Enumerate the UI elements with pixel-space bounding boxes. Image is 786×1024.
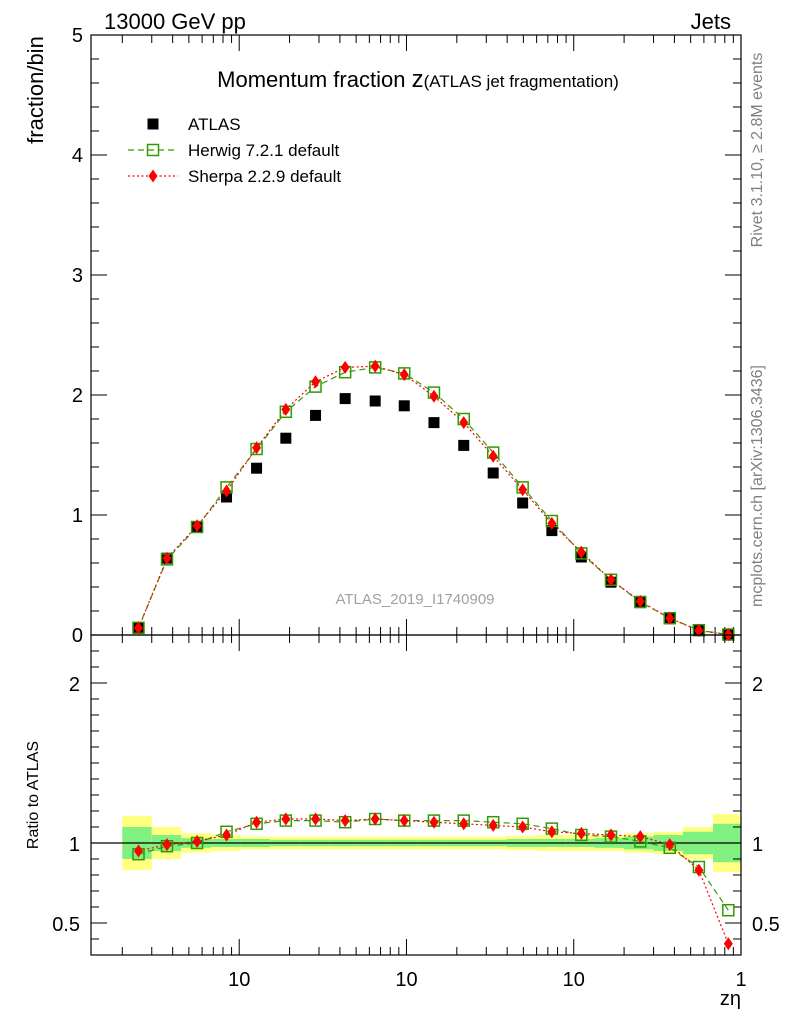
legend-marker	[148, 169, 158, 183]
x-tick-label: 10	[563, 969, 585, 991]
ratio-panel: 10 10 10 1 0.5 0.5 1 1 2 2 Ratio to ATLAS zη	[25, 634, 780, 1010]
main-data-point	[576, 545, 586, 559]
main-data-point	[694, 624, 704, 638]
ratio-y-tick-label-right: 0.5	[752, 914, 780, 936]
x-tick-label: 1	[735, 969, 746, 991]
main-y-axis-label: fraction/bin	[23, 36, 48, 144]
main-data-point	[339, 393, 351, 405]
x-tick-label: 10	[228, 969, 250, 991]
ratio-axes: 10 10 10 1 0.5 0.5 1 1 2 2	[52, 634, 780, 991]
main-data-point	[398, 400, 410, 412]
main-data-point	[459, 416, 469, 430]
ratio-y-tick-label-right: 1	[752, 834, 763, 856]
ratio-data-point	[370, 812, 380, 826]
ratio-uncertainty-bands	[91, 814, 741, 872]
legend-marker	[146, 143, 160, 157]
ratio-data-point	[281, 812, 291, 826]
ratio-data-point	[134, 844, 144, 858]
main-data-point	[488, 449, 498, 463]
watermark: ATLAS_2019_I1740909	[335, 591, 494, 608]
main-data-point	[606, 573, 616, 587]
ratio-data-point	[723, 937, 733, 951]
ratio-data-point	[222, 828, 232, 842]
ratio-data-point	[547, 825, 557, 839]
main-y-tick-label: 0	[72, 625, 83, 647]
chart-subtitle: (ATLAS jet fragmentation)	[424, 72, 619, 91]
main-data-point	[252, 441, 262, 455]
main-y-tick-label: 5	[72, 25, 83, 47]
ratio-data-point	[518, 820, 528, 834]
main-data-point	[222, 484, 232, 498]
ratio-data-point	[252, 815, 262, 829]
main-data-point	[487, 467, 499, 479]
ratio-y-tick-label: 0.5	[52, 914, 80, 936]
ratio-data-point	[192, 834, 202, 848]
main-data-point	[134, 621, 144, 635]
main-data-point	[192, 519, 202, 533]
ratio-y-tick-label: 1	[69, 834, 80, 856]
main-data-point	[369, 395, 381, 407]
main-data-point	[429, 389, 439, 403]
ratio-y-tick-label: 2	[69, 674, 80, 696]
chart-title-text: Momentum fraction	[217, 67, 411, 92]
ratio-frame	[90, 634, 742, 956]
process-label: Jets	[691, 9, 731, 34]
legend-label: ATLAS	[188, 115, 241, 134]
legend-label: Sherpa 2.2.9 default	[188, 167, 341, 186]
ratio-data-point	[635, 830, 645, 844]
main-y-tick-label: 2	[72, 385, 83, 407]
main-y-tick-label: 4	[72, 145, 83, 167]
ratio-y-axis-label: Ratio to ATLAS	[25, 741, 42, 849]
main-data-point	[281, 402, 291, 416]
main-data-point	[162, 551, 172, 565]
main-data-point	[517, 497, 529, 509]
ratio-data-point	[162, 838, 172, 852]
chart-title: Momentum fraction z(ATLAS jet fragmentat…	[217, 66, 619, 93]
ratio-data-point	[694, 863, 704, 877]
main-y-tick-label: 1	[72, 505, 83, 527]
main-y-tick-label: 3	[72, 265, 83, 287]
ratio-data-point	[429, 815, 439, 829]
mcplots-label: mcplots.cern.ch [arXiv:1306.3436]	[749, 365, 766, 607]
main-data-point	[546, 525, 558, 537]
ratio-data-markers	[132, 812, 735, 951]
main-data-point	[547, 516, 557, 530]
ratio-data-point	[665, 838, 675, 852]
ratio-data-point	[399, 814, 409, 828]
rivet-label: Rivet 3.1.10, ≥ 2.8M events	[749, 53, 766, 248]
main-data-point	[399, 368, 409, 382]
ratio-data-point	[488, 818, 498, 832]
ratio-data-point	[606, 828, 616, 842]
main-data-point	[280, 432, 292, 444]
ratio-data-point	[311, 812, 321, 826]
x-axis-label: zη	[720, 988, 741, 1010]
ratio-data-point	[340, 814, 350, 828]
ratio-series-line	[138, 818, 729, 945]
legend-label: Herwig 7.2.1 default	[188, 141, 339, 160]
main-data-point	[340, 360, 350, 374]
legend: ATLAS Herwig 7.2.1 default Sherpa 2.2.9 de…	[128, 115, 341, 186]
main-data-point	[665, 611, 675, 625]
ratio-data-point	[722, 903, 735, 917]
beam-label: 13000 GeV pp	[104, 9, 246, 34]
ratio-data-point	[459, 817, 469, 831]
main-data-point	[310, 409, 322, 421]
main-data-point	[428, 417, 440, 429]
main-data-point	[311, 375, 321, 389]
chart-title-symbol: z	[412, 66, 424, 93]
main-data-point	[251, 462, 263, 474]
main-data-markers	[132, 359, 735, 642]
main-data-point	[518, 483, 528, 497]
main-data-point	[635, 594, 645, 608]
x-tick-label: 10	[395, 969, 417, 991]
ratio-y-tick-label-right: 2	[752, 674, 763, 696]
legend-marker	[147, 118, 159, 130]
main-data-point	[370, 359, 380, 373]
ratio-data-point	[576, 826, 586, 840]
main-data-point	[458, 439, 470, 451]
